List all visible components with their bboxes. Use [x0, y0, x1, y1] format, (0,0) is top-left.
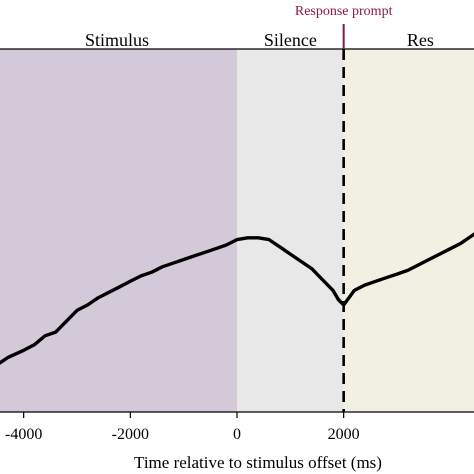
period-band-res — [343, 49, 474, 412]
period-label-stimulus: Stimulus — [85, 30, 149, 50]
period-label-silence: Silence — [264, 30, 317, 50]
period-header: Stimulus Silence Res — [85, 30, 434, 50]
annotations: Response prompt — [295, 4, 393, 412]
x-axis-label: Time relative to stimulus offset (ms) — [134, 453, 382, 472]
series-group — [0, 232, 474, 365]
period-bands — [0, 49, 474, 412]
period-label-res: Res — [407, 30, 434, 50]
series-line-0 — [0, 232, 474, 365]
x-tick-label-0: 0 — [233, 426, 241, 443]
period-band-stimulus — [0, 49, 237, 412]
period-band-silence — [237, 49, 344, 412]
x-tick-label--2000: -2000 — [112, 426, 149, 443]
x-tick-label--4000: -4000 — [5, 426, 42, 443]
response-prompt-label: Response prompt — [295, 4, 393, 19]
axes: -4000 -2000 0 2000 — [0, 48, 474, 443]
x-tick-label-2000: 2000 — [328, 426, 360, 443]
